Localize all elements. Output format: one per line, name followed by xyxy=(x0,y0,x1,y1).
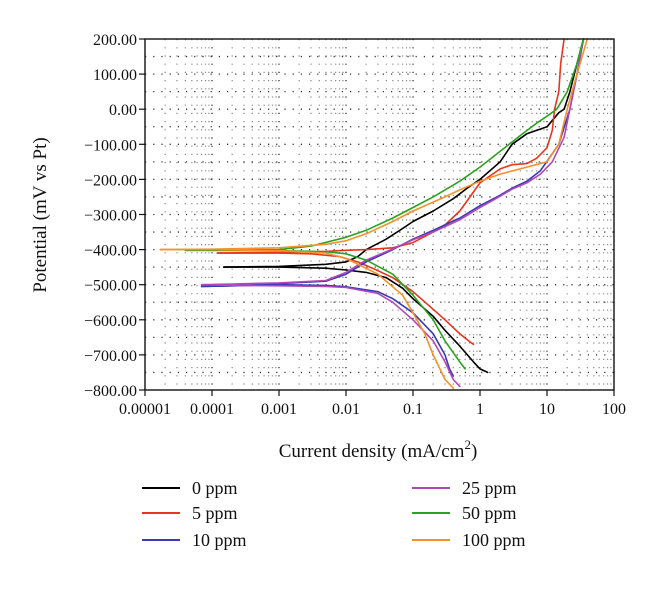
x-tick-label: 10 xyxy=(539,401,555,418)
legend-label-0-ppm: 0 ppm xyxy=(192,478,238,498)
x-tick-label: 0.1 xyxy=(403,401,423,418)
x-tick-label: 0.0001 xyxy=(190,401,234,418)
x-tick-label: 100 xyxy=(602,401,626,418)
x-tick-label: 0.00001 xyxy=(119,401,171,418)
curve-100-ppm-anodic xyxy=(159,38,589,251)
x-tick-label: 0.001 xyxy=(261,401,297,418)
curve-25-ppm-cathodic xyxy=(200,283,461,388)
y-tick-label: 0.00 xyxy=(109,102,137,119)
curve-5-ppm-anodic xyxy=(216,38,565,254)
legend-label-10-ppm: 10 ppm xyxy=(192,530,247,550)
curve-100-ppm-cathodic xyxy=(159,248,455,390)
y-tick-label: −300.00 xyxy=(84,208,137,225)
legend-label-5-ppm: 5 ppm xyxy=(192,503,238,523)
x-axis-title-sup: 2 xyxy=(464,437,471,452)
curve-0-ppm-cathodic xyxy=(223,266,489,374)
data-curves xyxy=(159,38,589,390)
y-axis-title: Potential (mV vs Pt) xyxy=(30,137,51,292)
curve-5-ppm-cathodic xyxy=(216,252,475,346)
y-tick-label: −500.00 xyxy=(84,278,137,295)
x-axis-title-main: Current density (mA/cm xyxy=(279,441,465,462)
plot-frame xyxy=(144,38,615,391)
y-tick-label: −700.00 xyxy=(84,348,137,365)
curve-50-ppm-cathodic xyxy=(184,249,466,370)
legend-label-50-ppm: 50 ppm xyxy=(462,503,517,523)
y-tick-label: −600.00 xyxy=(84,313,137,330)
x-axis-title-close: ) xyxy=(471,441,477,462)
curve-25-ppm-anodic xyxy=(200,38,585,286)
y-tick-label: −100.00 xyxy=(84,137,137,154)
y-tick-label: 100.00 xyxy=(93,67,137,84)
y-tick-label: −400.00 xyxy=(84,243,137,260)
y-axis-ticks: 200.00 100.00 0.00 −100.00 −200.00 −300.00 −40… xyxy=(84,32,145,400)
curve-10-ppm-cathodic xyxy=(200,283,455,377)
legend-label-100-ppm: 100 ppm xyxy=(462,530,526,550)
x-tick-label: 0.01 xyxy=(332,401,360,418)
y-tick-label: 200.00 xyxy=(93,32,137,49)
grid xyxy=(145,39,614,390)
curve-50-ppm-anodic xyxy=(184,38,585,252)
curve-0-ppm-anodic xyxy=(223,38,585,268)
legend-label-25-ppm: 25 ppm xyxy=(462,478,517,498)
x-axis-title: Current density (mA/cm2) xyxy=(279,437,478,462)
y-tick-label: −800.00 xyxy=(84,383,137,400)
x-tick-label: 1 xyxy=(476,401,484,418)
legend: 0 ppm 5 ppm 10 ppm 25 ppm 50 ppm 100 ppm xyxy=(142,478,526,550)
x-axis-ticks: 0.00001 0.0001 0.001 0.01 0.1 1 10 100 xyxy=(119,390,626,418)
y-tick-label: −200.00 xyxy=(84,172,137,189)
